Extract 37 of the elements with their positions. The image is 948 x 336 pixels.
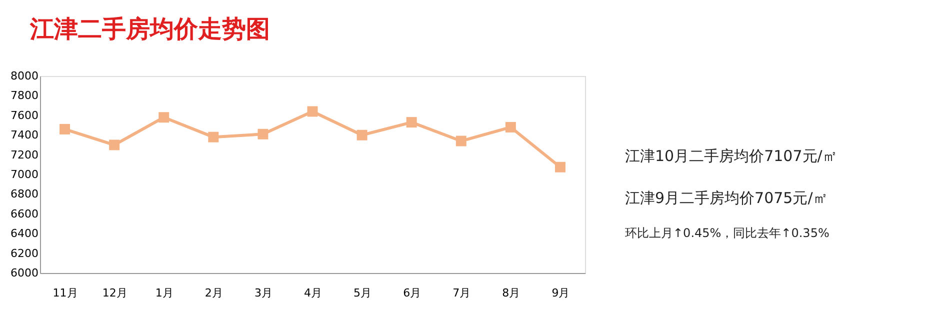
x-tick-label: 1月	[155, 286, 174, 300]
x-tick-label: 6月	[403, 286, 422, 300]
point	[406, 117, 417, 128]
x-tick-label: 12月	[102, 286, 128, 300]
point	[356, 130, 368, 140]
point	[307, 106, 318, 117]
point	[158, 112, 170, 123]
x-tick-label: 2月	[204, 286, 223, 300]
y-tick-label: 7200	[10, 148, 38, 162]
y-tick-label: 6600	[10, 207, 38, 220]
y-tick-label: 6200	[10, 246, 38, 260]
y-tick-label: 7000	[10, 168, 38, 181]
text: 环比上月↑0.45%，同比去年↑0.35%	[625, 226, 830, 240]
x-tick-label: 8月	[502, 286, 520, 300]
x-tick-label: 7月	[452, 286, 471, 300]
text: 江津9月二手房均价7075元/㎡	[625, 189, 828, 207]
point	[258, 128, 268, 140]
y-tick-label: 7400	[10, 128, 38, 142]
x-tick-label: 5月	[354, 286, 372, 300]
y-tick-label: 6000	[10, 266, 38, 280]
x-tick-label: 3月	[254, 286, 272, 300]
x-tick-label: 4月	[304, 286, 322, 300]
y-tick-label: 8000	[10, 70, 38, 82]
chart-title: 江津二手房均价走势图	[29, 15, 270, 43]
text: 江津10月二手房均价7107元/㎡	[625, 147, 838, 165]
point	[60, 124, 70, 134]
x-tick-label: 9月	[552, 286, 570, 300]
point	[456, 136, 466, 146]
x-tick-label: 11月	[52, 286, 78, 300]
y-tick-label: 6400	[10, 227, 38, 240]
point	[208, 132, 219, 142]
point	[554, 162, 566, 172]
point	[109, 140, 120, 150]
y-tick-label: 7600	[10, 108, 38, 122]
y-tick-label: 7800	[10, 89, 38, 102]
point	[505, 122, 516, 132]
y-tick-label: 6800	[10, 188, 38, 201]
